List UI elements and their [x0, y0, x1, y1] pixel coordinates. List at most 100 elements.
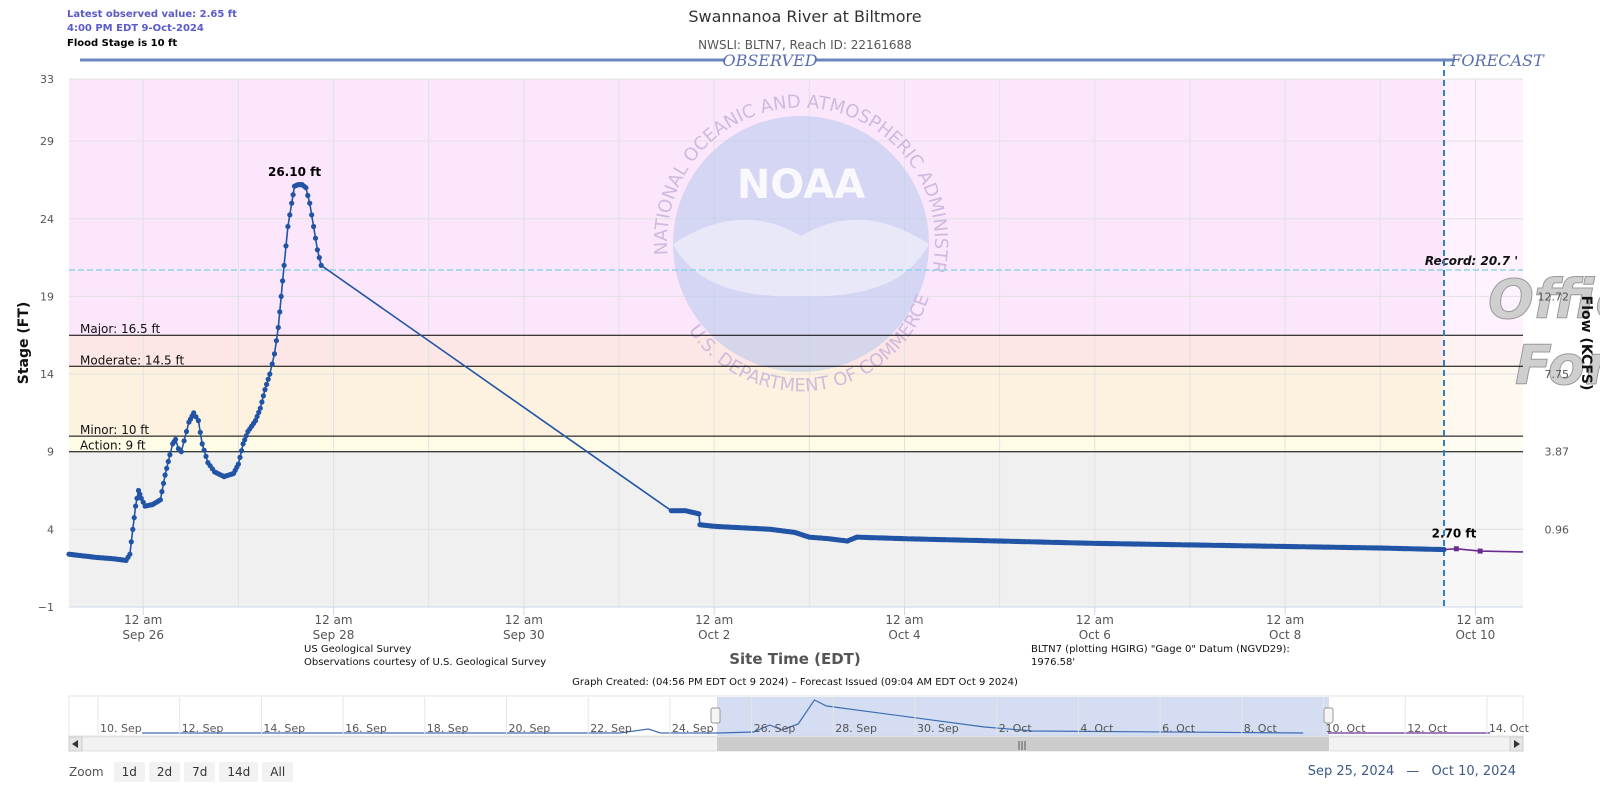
zoom-14d-button[interactable]: 14d	[219, 762, 259, 782]
observed-point	[127, 551, 133, 557]
observed-point	[278, 293, 284, 299]
observed-point	[307, 200, 313, 206]
navigator-date-label: 12. Oct	[1407, 722, 1448, 735]
navigator-date-label: 26. Sep	[754, 722, 796, 735]
observed-point	[275, 324, 281, 331]
y2-tick-label: 3.87	[1545, 446, 1570, 459]
observed-point	[287, 212, 293, 218]
observed-point	[140, 499, 146, 505]
observed-label: OBSERVED	[722, 51, 817, 70]
y-tick-label: 9	[47, 446, 54, 459]
observed-point	[281, 262, 287, 268]
flood-level-label: Moderate: 14.5 ft	[80, 353, 184, 367]
zoom-all-button[interactable]: All	[262, 762, 294, 782]
moderate-flood-band-forecast	[1444, 335, 1523, 367]
observed-point	[271, 351, 278, 357]
zoom-7d-button[interactable]: 7d	[184, 762, 216, 782]
observed-point	[130, 526, 136, 533]
peak-label: 26.10 ft	[268, 165, 321, 179]
observed-point	[257, 405, 263, 411]
x-tick-time: 12 am	[1076, 613, 1114, 627]
observed-point	[167, 452, 173, 458]
observed-point	[135, 487, 142, 494]
x-tick-date: Oct 10	[1455, 628, 1495, 642]
chart-title: Swannanoa River at Biltmore	[688, 7, 921, 26]
observed-point	[273, 338, 279, 344]
navigator-left-handle[interactable]	[710, 707, 721, 724]
observed-point	[312, 235, 319, 241]
observed-point	[314, 247, 320, 253]
observed-point	[165, 458, 171, 465]
observed-point	[290, 192, 296, 198]
observed-point	[696, 511, 702, 517]
forecast-point	[1453, 546, 1459, 552]
navigator-right-handle[interactable]	[1323, 707, 1334, 724]
observed-point	[201, 447, 207, 453]
navigator-date-label: 18. Sep	[427, 722, 469, 735]
scrollbar-thumb[interactable]	[717, 737, 1329, 751]
forecast-watermark: Fore	[1515, 334, 1600, 397]
observed-point	[134, 495, 140, 501]
observed-point	[318, 262, 324, 268]
x-tick-date: Sep 28	[313, 628, 355, 642]
zoom-2d-button[interactable]: 2d	[148, 762, 181, 782]
minor-flood-band-forecast	[1444, 366, 1523, 437]
forecast-series-line	[1443, 547, 1524, 553]
noaa-logo	[673, 116, 929, 372]
observed-point	[133, 503, 139, 509]
observed-point	[191, 410, 197, 416]
navigator-date-label: 2. Oct	[999, 722, 1033, 735]
x-tick-time: 12 am	[505, 613, 543, 627]
y2-tick-label: 7.75	[1545, 368, 1570, 381]
navigator-date-label: 14. Sep	[263, 722, 305, 735]
navigator-date-label: 22. Sep	[590, 722, 632, 735]
official-watermark: Offic	[1488, 268, 1600, 331]
observed-point	[259, 399, 265, 405]
x-tick-date: Oct 8	[1269, 628, 1301, 642]
zoom-controls: Zoom 1d 2d 7d 14d All	[69, 762, 294, 782]
observed-point	[264, 381, 270, 387]
navigator-selection	[717, 697, 1329, 736]
observed-point	[181, 438, 187, 444]
y2-axis-title: Flow (KCFS)	[1578, 296, 1594, 391]
observed-point	[262, 387, 268, 393]
y-tick-label: 24	[40, 213, 54, 226]
observed-point	[138, 495, 144, 501]
flood-level-label: Minor: 10 ft	[80, 423, 149, 437]
scroll-right-arrow-icon	[1514, 740, 1520, 748]
flood-level-label: Major: 16.5 ft	[80, 322, 161, 336]
navigator-date-label: 10. Oct	[1326, 722, 1367, 735]
x-tick-time: 12 am	[1266, 613, 1304, 627]
observed-point	[128, 539, 134, 545]
observed-point	[195, 418, 201, 424]
range-to[interactable]: Oct 10, 2024	[1431, 764, 1517, 779]
observed-point	[277, 309, 283, 315]
navigator-date-label: 28. Sep	[835, 722, 877, 735]
observed-point	[260, 393, 266, 399]
observed-point	[203, 453, 209, 459]
action-band-forecast	[1444, 436, 1523, 452]
datum-line-1: BLTN7 (plotting HGIRG) "Gage 0" Datum (N…	[1031, 644, 1290, 655]
observed-point	[267, 371, 273, 377]
forecast-point	[1477, 548, 1483, 554]
y-tick-label: 33	[40, 73, 54, 86]
navigator-date-label: 30. Sep	[917, 722, 959, 735]
x-tick-time: 12 am	[1456, 613, 1494, 627]
x-tick-date: Sep 26	[122, 628, 164, 642]
observed-point	[252, 418, 259, 424]
range-from[interactable]: Sep 25, 2024	[1307, 764, 1395, 779]
navigator-series	[142, 699, 1304, 734]
range-separator: —	[1406, 764, 1420, 779]
datum-line-2: 1976.58'	[1031, 657, 1075, 668]
navigator-date-label: 8. Oct	[1244, 722, 1278, 735]
x-tick-date: Sep 30	[503, 628, 545, 642]
observed-point	[193, 414, 199, 420]
observed-point	[183, 428, 190, 435]
flood-stage-note: Flood Stage is 10 ft	[67, 38, 178, 49]
zoom-1d-button[interactable]: 1d	[113, 762, 145, 782]
x-tick-date: Oct 6	[1079, 628, 1111, 642]
y-tick-label: 4	[47, 523, 54, 536]
navigator-date-label: 12. Sep	[182, 722, 224, 735]
navigator-date-label: 10. Sep	[100, 722, 142, 735]
